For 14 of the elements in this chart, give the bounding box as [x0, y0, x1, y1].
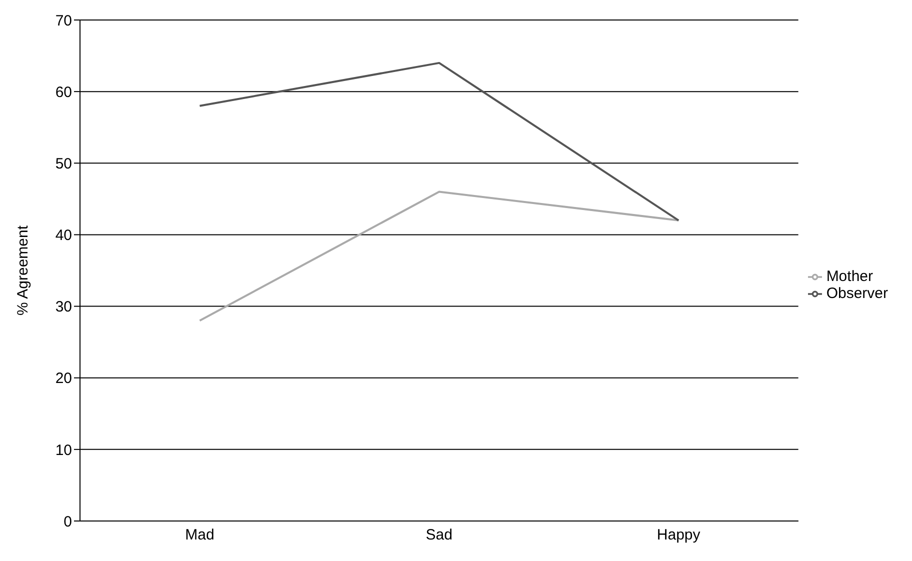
y-tick-label: 0 [64, 513, 72, 530]
x-tick-label: Sad [426, 526, 453, 544]
y-tick-label: 50 [55, 155, 72, 172]
legend-label: Observer [826, 284, 888, 302]
y-tick-label: 20 [55, 370, 72, 388]
y-tick-label: 70 [55, 12, 72, 30]
y-tick-label: 60 [55, 84, 72, 101]
y-axis-title: % Agreement [14, 224, 32, 316]
y-tick-label: 10 [55, 442, 72, 459]
y-tick-label: 40 [55, 227, 72, 244]
legend-label: Mother [826, 268, 873, 284]
x-tick-label: Happy [656, 526, 701, 544]
x-tick-label: Mad [185, 526, 214, 544]
y-tick-label: 30 [55, 298, 72, 316]
